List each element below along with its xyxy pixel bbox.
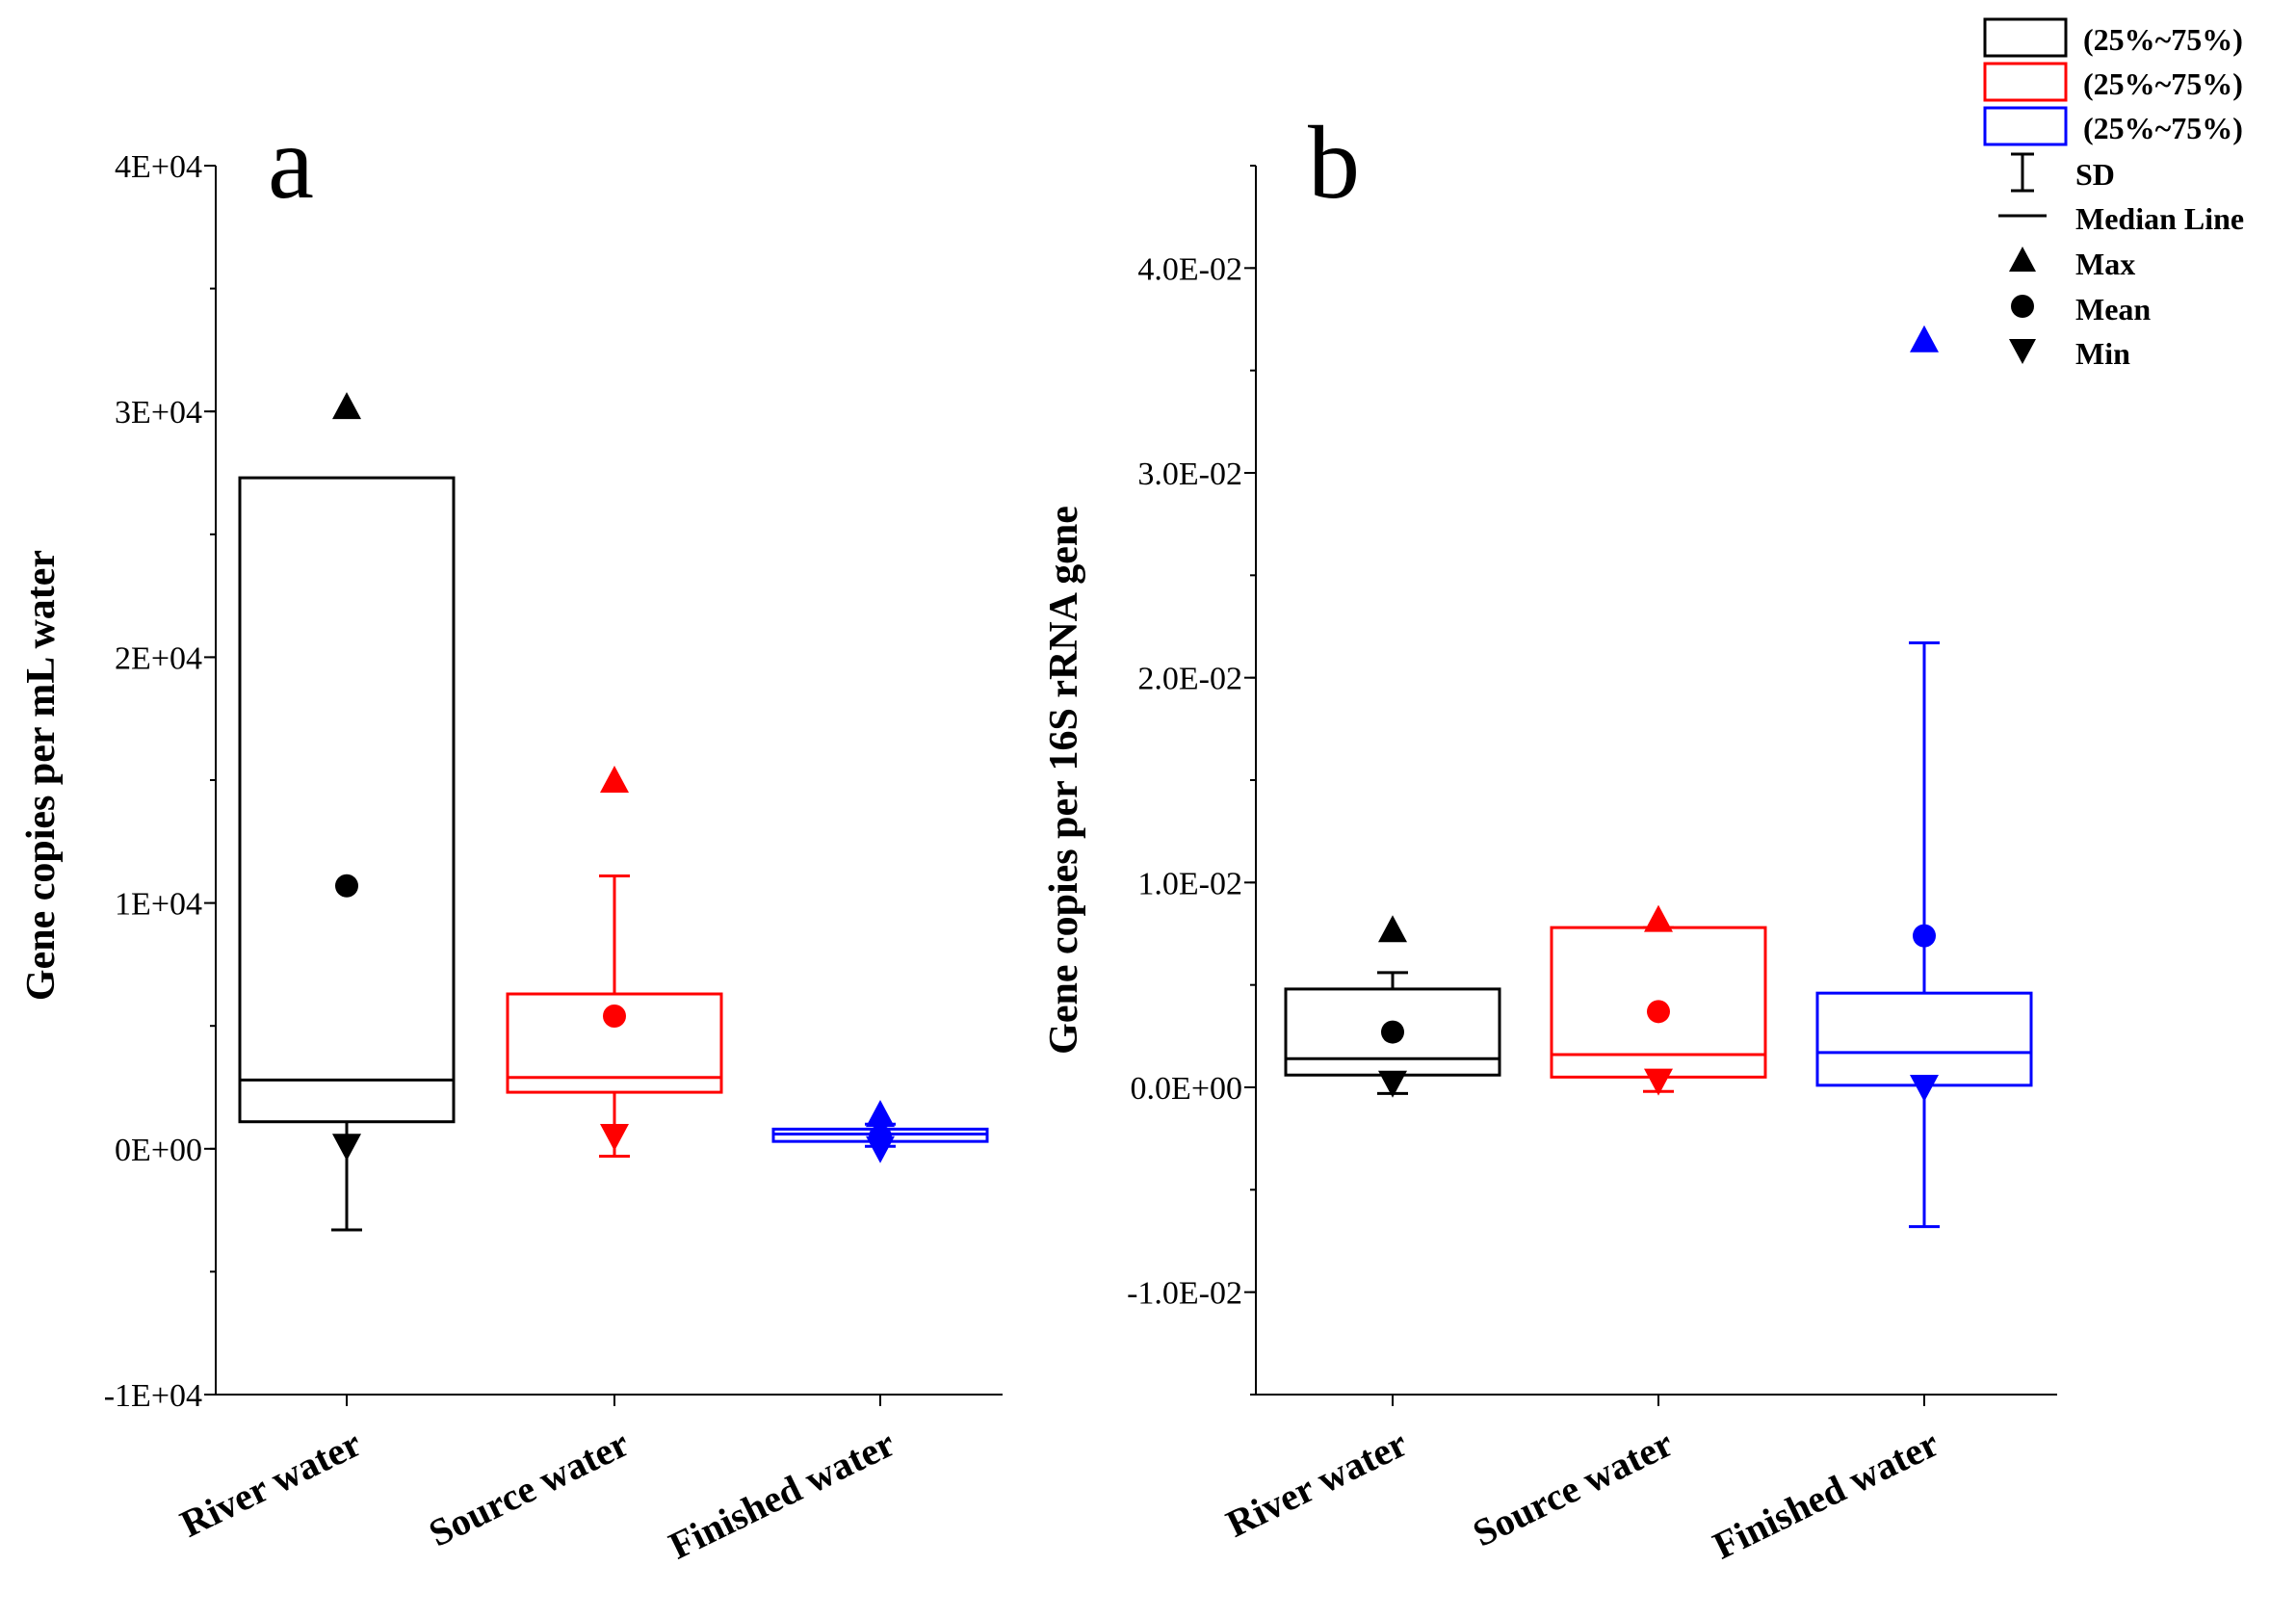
panel-b-x-tick-label-finished-water: Finished water — [1707, 1422, 1945, 1568]
panel-a-y-tick-label: 0E+00 — [115, 1133, 202, 1168]
panel-b-y-tick-label: 2.0E-02 — [1137, 662, 1242, 697]
panel-a-x-tick-label-source-water: Source water — [422, 1422, 636, 1555]
max-marker — [1644, 904, 1673, 932]
panel-b-box-river-water — [1284, 915, 1501, 1098]
iqr-box — [238, 476, 456, 1124]
panel-b-x-tick-label-source-water: Source water — [1466, 1422, 1680, 1555]
panel-a-x-tick-label-river-water: River water — [173, 1422, 368, 1546]
legend-label-sd: SD — [2075, 157, 2115, 192]
legend-label-median: Median Line — [2075, 201, 2244, 236]
max-marker — [600, 766, 629, 793]
panel-b-y-tick-label: 4.0E-02 — [1137, 251, 1242, 287]
max-marker — [866, 1100, 895, 1128]
panel-b-box-source-water — [1550, 904, 1767, 1096]
legend-label-max: Max — [2075, 247, 2135, 281]
panel-b-plot: -1.0E-02 0.0E+00 1.0E-02 2.0E-02 3.0E-02 4.0E… — [1127, 165, 2057, 1568]
panel-b-y-tick-label: 1.0E-02 — [1137, 866, 1242, 901]
panel-a-x-tick-label-finished-water: Finished water — [663, 1422, 901, 1568]
panel-a-y-tick-label: 3E+04 — [115, 395, 202, 431]
panel-a-y-tick-label: 4E+04 — [115, 149, 202, 185]
legend-swatch-source — [1983, 62, 2068, 102]
panel-b-box-finished-water — [1815, 325, 2033, 1229]
mean-marker — [1647, 1000, 1670, 1024]
min-marker — [1378, 1070, 1407, 1098]
panel-a-ylabel: Gene copies per mL water — [19, 550, 64, 1001]
legend-label-source: (25%~75%) — [2083, 66, 2243, 101]
panel-a-box-finished-water — [771, 1100, 989, 1163]
panel-a-y-tick-label: -1E+04 — [104, 1378, 202, 1414]
legend-label-river: (25%~75%) — [2083, 22, 2243, 57]
panel-b-y-tick-label: -1.0E-02 — [1127, 1276, 1242, 1312]
mean-marker — [335, 874, 358, 898]
min-marker — [1644, 1068, 1673, 1096]
panel-b-letter: b — [1308, 106, 1360, 221]
max-marker — [332, 392, 361, 420]
panel-a-y-tick-label: 2E+04 — [115, 640, 202, 676]
legend-label-min: Min — [2075, 336, 2130, 371]
mean-marker — [603, 1004, 626, 1028]
legend-mean-icon — [2011, 295, 2034, 318]
mean-marker — [869, 1125, 892, 1149]
iqr-box — [1815, 991, 2033, 1087]
min-marker — [1910, 1075, 1939, 1102]
legend-swatch-finished — [1983, 106, 2068, 146]
panel-b-y-tick-label: 0.0E+00 — [1131, 1071, 1242, 1107]
legend-max-icon — [2009, 247, 2036, 272]
panel-b-ylabel: Gene copies per 16S rRNA gene — [1042, 506, 1086, 1055]
mean-marker — [1913, 924, 1936, 948]
panel-b-y-tick-label: 3.0E-02 — [1137, 457, 1242, 492]
legend-min-icon — [2009, 339, 2036, 364]
panel-a-box-source-water — [506, 766, 723, 1158]
legend: (25%~75%) (25%~75%) (25%~75%) SD Median … — [1983, 17, 2244, 371]
max-marker — [1910, 325, 1939, 352]
panel-a-plot: -1E+04 0E+00 1E+04 2E+04 3E+04 4E+04 River wat… — [104, 149, 1003, 1568]
panel-a-box-river-water — [238, 392, 456, 1232]
legend-swatch-river — [1983, 17, 2068, 58]
min-marker — [600, 1124, 629, 1152]
min-marker — [332, 1134, 361, 1161]
legend-label-mean: Mean — [2075, 292, 2151, 326]
legend-label-finished: (25%~75%) — [2083, 111, 2243, 145]
panel-a-y-tick-label: 1E+04 — [115, 887, 202, 923]
panel-a-letter: a — [268, 106, 314, 221]
panel-b-x-tick-label-river-water: River water — [1219, 1422, 1414, 1546]
legend-sd-icon — [2011, 152, 2034, 193]
max-marker — [1378, 915, 1407, 943]
mean-marker — [1381, 1020, 1404, 1044]
